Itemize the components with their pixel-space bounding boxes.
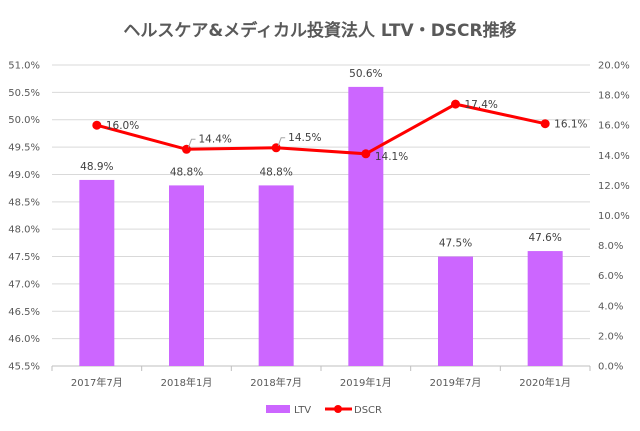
y-right-tick-label: 12.0% <box>598 181 630 192</box>
line-data-label: 16.1% <box>554 119 587 131</box>
y-left-tick-label: 46.0% <box>8 334 40 345</box>
dscr-point <box>361 149 371 159</box>
bar-ltv <box>79 179 115 366</box>
legend-marker-dscr <box>334 405 342 413</box>
y-left-tick-label: 49.5% <box>8 143 40 154</box>
y-left-tick-label: 47.0% <box>8 279 40 290</box>
bar-data-label: 48.8% <box>170 166 203 178</box>
line-data-label: 14.4% <box>199 133 232 145</box>
bar-ltv <box>527 251 563 366</box>
y-right-tick-label: 14.0% <box>598 151 630 162</box>
y-right-tick-label: 20.0% <box>598 61 630 72</box>
leader-line <box>277 137 286 146</box>
legend: LTV DSCR <box>266 405 382 416</box>
y-left-tick-label: 45.5% <box>8 362 40 373</box>
dscr-point <box>92 120 102 130</box>
bar-data-label: 50.6% <box>349 68 382 80</box>
y-left-tick-label: 51.0% <box>8 61 40 72</box>
bar-data-label: 47.5% <box>439 238 472 250</box>
line-data-label: 17.4% <box>465 99 498 111</box>
line-data-label: 16.0% <box>106 120 139 132</box>
y-left-tick-label: 48.0% <box>8 225 40 236</box>
bar-ltv <box>169 185 204 366</box>
y-left-tick-label: 46.5% <box>8 307 40 318</box>
dscr-line-path <box>96 102 546 156</box>
y-right-tick-label: 0.0% <box>598 362 623 373</box>
dscr-point <box>451 99 460 109</box>
y-right-tick-label: 10.0% <box>598 211 630 222</box>
legend-swatch-ltv <box>266 405 290 413</box>
dscr-point <box>271 143 281 153</box>
x-tick-label: 2018年1月 <box>161 376 213 389</box>
axes: 45.5% 46.0% 46.5% 47.0% 47.5% 48.0% 48.5% 49.0%… <box>8 61 630 390</box>
legend-label-dscr: DSCR <box>354 405 382 416</box>
line-data-label: 14.5% <box>288 132 321 144</box>
bars <box>79 86 563 367</box>
chart-title: ヘルスケア&メディカル投資法人 LTV・DSCR推移 <box>123 20 516 41</box>
x-tick-label: 2018年7月 <box>250 376 302 389</box>
leader-line <box>188 138 196 148</box>
y-left-tick-label: 47.5% <box>8 252 40 263</box>
y-left-tick-label: 48.5% <box>8 197 40 208</box>
y-right-tick-label: 18.0% <box>598 91 630 102</box>
y-right-tick-label: 16.0% <box>598 121 630 132</box>
dscr-point <box>182 144 191 154</box>
dscr-line <box>92 99 550 159</box>
y-right-tick-label: 4.0% <box>598 301 623 312</box>
dscr-point <box>540 119 550 129</box>
y-left-tick-label: 50.5% <box>8 88 40 99</box>
legend-label-ltv: LTV <box>294 405 311 416</box>
bar-ltv <box>348 86 384 367</box>
bar-ltv <box>258 185 294 366</box>
y-left-tick-label: 49.0% <box>8 170 40 181</box>
x-tick-label: 2020年1月 <box>519 376 571 389</box>
y-right-tick-label: 6.0% <box>598 271 623 282</box>
y-left-tick-label: 50.0% <box>8 115 40 126</box>
x-tick-label: 2019年1月 <box>340 376 392 389</box>
bar-data-label: 47.6% <box>528 232 561 244</box>
y-right-tick-label: 8.0% <box>598 241 623 252</box>
bar-ltv <box>438 256 473 366</box>
y-right-tick-label: 2.0% <box>598 331 623 342</box>
x-tick-label: 2017年7月 <box>71 376 123 389</box>
x-tick-label: 2019年7月 <box>430 376 482 389</box>
line-data-label: 14.1% <box>375 151 408 163</box>
bar-data-label: 48.8% <box>259 166 292 178</box>
bar-data-label: 48.9% <box>80 161 113 173</box>
data-labels: 48.9% 48.8% 48.8% 50.6% 47.5% 47.6% 16.0% 14.4%… <box>80 68 587 250</box>
gridlines <box>52 64 590 367</box>
